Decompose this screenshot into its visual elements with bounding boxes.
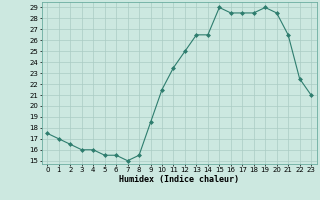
X-axis label: Humidex (Indice chaleur): Humidex (Indice chaleur) (119, 175, 239, 184)
